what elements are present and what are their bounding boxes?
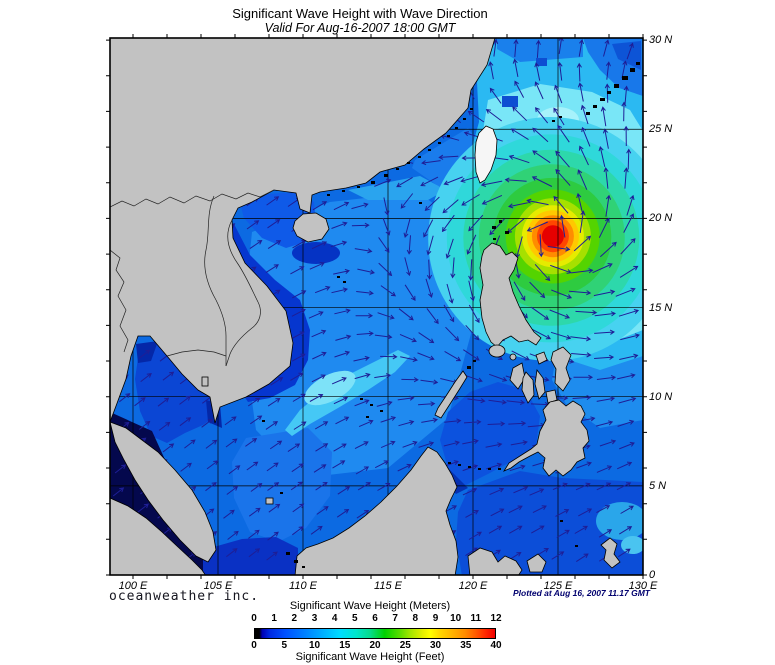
malay-peninsula [110,421,217,563]
hainan-south-deep [292,242,340,264]
lon-label-110: 110 E [289,580,317,592]
meters-tick-0: 0 [251,613,257,624]
bohol-island [545,389,558,404]
mindanao-island [502,399,590,477]
ryukyu-islands [552,62,640,122]
thailand-cambodia-border [166,349,227,357]
feet-tick-25: 25 [399,640,411,651]
sumatra-island [110,497,206,575]
spratly-islands [360,398,383,418]
map-frame [109,37,644,576]
marinduque-island [509,353,517,361]
myanmar-thailand-border [110,249,129,353]
top-strip-blue [497,38,583,62]
meters-tick-3: 3 [311,613,318,624]
feet-tick-35: 35 [460,640,472,651]
meters-tick-7: 7 [392,613,398,624]
vietnam-laos-border [225,219,261,367]
feet-tick-5: 5 [281,640,288,651]
mekong-border [204,195,227,366]
land-masses [110,38,621,575]
country-borders [110,189,275,367]
meters-tick-5: 5 [352,613,358,624]
meters-tick-6: 6 [372,613,378,624]
sulawesi-north [467,547,523,575]
lon-label-105: 105 E [203,580,233,592]
palawan-island [434,370,468,419]
sulu-sea [440,382,540,486]
batanes-islands [492,220,509,240]
sulawesi-islands [467,537,621,575]
oceanweather-logo: oceanweather inc. [109,589,260,604]
hainan-island [292,212,330,243]
lat-label-20: 20 N [649,212,673,225]
lon-label-100: 100 E [118,580,148,592]
sulawesi-arm [526,553,547,573]
lat-label-25: 25 N [649,123,673,136]
sulu-archipelago [448,462,501,470]
meters-tick-2: 2 [291,613,298,624]
ecs-dark-spot [536,58,547,66]
colorbar-title-meters: Significant Wave Height (Meters) [289,600,451,612]
lon-label-115: 115 E [374,580,402,592]
meters-tick-4: 4 [331,613,338,624]
taiwan-island [474,125,498,184]
meters-tick-1: 1 [271,613,277,624]
island-specks [262,62,640,568]
asia-mainland [110,38,496,424]
north-taiwan-dark-spot [502,96,518,107]
feet-tick-15: 15 [339,640,351,651]
lat-label-0: 0 [649,569,656,581]
sunda-shelf-light [232,428,332,542]
china-se-asia-border [110,189,275,208]
valid-time-subtitle: Valid For Aug-16-2007 18:00 GMT [264,21,456,35]
storm-rings [428,117,643,361]
cebu-island [534,368,546,400]
halmahera-island [600,537,621,569]
samar-leyte-islands [550,346,572,392]
meters-tick-12: 12 [490,613,502,624]
panay-island [509,362,526,390]
scs-light-region [242,192,472,478]
degree-tick-marks [106,34,647,579]
colorbar-title-feet: Significant Wave Height (Feet) [295,651,445,663]
plotted-timestamp: Plotted at Aug 16, 2007 11.17 GMT [513,588,650,598]
tick-path [106,34,647,579]
meters-tick-9: 9 [432,613,439,624]
meters-tick-10: 10 [450,613,462,624]
luzon-island [479,242,542,348]
lat-label-10: 10 N [649,390,673,403]
feet-tick-40: 40 [490,640,502,651]
phu-quoc-island [201,376,209,387]
celebes-sea [456,471,643,575]
colorbar-gradient [254,628,496,639]
negros-island [521,371,535,404]
feet-tick-20: 20 [369,640,381,651]
lon-label-130: 130 E [628,580,658,592]
pearl-coast-water [348,176,446,200]
page-title: Significant Wave Height with Wave Direct… [232,6,488,21]
feet-tick-30: 30 [429,640,442,651]
natuna-island [265,497,274,505]
celebes-light-patch [596,502,643,540]
mindoro-island [488,344,506,358]
lon-label-125: 125 E [543,580,573,592]
scs-cyan-streak [285,350,410,436]
meters-tick-8: 8 [412,613,419,624]
lat-label-5: 5 N [649,479,667,492]
storm-ring-11 [541,225,564,248]
lat-label-15: 15 N [649,301,673,314]
lat-label-30: 30 N [649,34,673,47]
celebes-cyan-patch [621,536,643,554]
lon-label-120: 120 E [458,580,488,592]
meters-tick-11: 11 [470,613,482,624]
masbate-island [535,351,548,365]
visayas-islands [488,344,572,404]
borneo-landmass [294,446,459,575]
ne-corner-dark [612,41,641,70]
feet-tick-0: 0 [251,640,257,651]
feet-tick-10: 10 [308,640,321,651]
